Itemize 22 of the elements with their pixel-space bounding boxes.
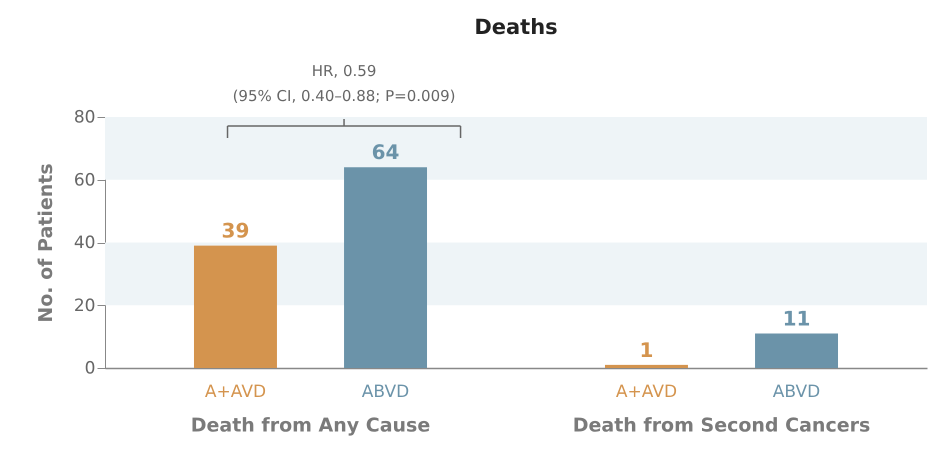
data-label: 1 — [640, 338, 654, 362]
bar — [344, 167, 428, 368]
y-tick-label: 0 — [84, 358, 96, 378]
bar — [755, 333, 838, 368]
data-label: 39 — [222, 218, 250, 243]
data-label: 64 — [372, 140, 400, 164]
bar — [194, 246, 277, 368]
text: A+AVD — [616, 382, 678, 402]
data-label: 11 — [782, 306, 810, 330]
x-tick-label: Death from Second Cancers — [572, 414, 870, 436]
y-tick-label: 80 — [74, 108, 96, 128]
text: ABVD — [772, 382, 820, 402]
chart-title: Deaths — [474, 15, 558, 39]
y-axis-title: No. of Patients — [34, 163, 57, 323]
text: HR, 0.59 (95% CI, 0.40–0.88; P=0.009) — [232, 62, 456, 105]
series-label: ABVD — [362, 382, 410, 402]
bar — [604, 364, 688, 368]
x-tick-label: Death from Any Cause — [190, 414, 430, 436]
y-tick-label: 40 — [74, 233, 96, 253]
y-tick-label: 60 — [74, 170, 96, 190]
series-label: A+AVD — [204, 382, 266, 402]
y-tick-label: 20 — [74, 296, 96, 316]
